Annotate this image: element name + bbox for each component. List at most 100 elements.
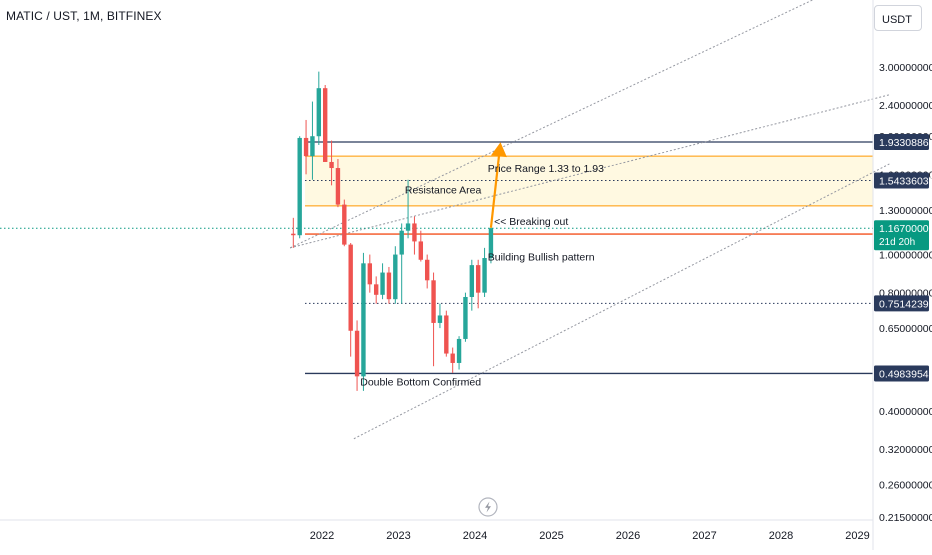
candle-body [335,168,341,205]
candle-body [456,338,462,363]
x-tick-label: 2029 [845,530,869,542]
candle-body [367,263,373,285]
target-arrow-shaft[interactable] [489,156,501,228]
candle-body [412,223,417,242]
candle-2023-12[interactable] [469,259,475,311]
candle-2021-12[interactable] [316,71,322,145]
level-price-label-4: 0.49839540 [874,365,932,382]
candle-2022-01[interactable] [322,84,328,162]
candle-2023-11[interactable] [463,292,468,342]
x-tick-label: 2023 [386,530,410,542]
candle-2024-03[interactable] [488,227,494,264]
candle-body [405,223,411,231]
channel-line-1[interactable] [290,94,890,249]
candle-2022-04[interactable] [342,199,347,247]
candle-body [303,137,309,157]
candle-body [482,258,487,293]
annotation-text[interactable]: Price Range 1.33 to 1.93 [488,163,604,175]
level-price-label-1-bg [874,172,929,189]
channel-line-0[interactable] [289,0,889,249]
y-tick-label: 3.00000000 [879,62,932,74]
candle-body [418,241,424,260]
candle-2022-06[interactable] [354,320,360,391]
candle-2021-11[interactable] [310,101,315,180]
candle-body [297,137,302,236]
candle-2023-07[interactable] [437,303,443,329]
annotation-text[interactable]: Resistance Area [405,184,482,196]
candle-2024-01[interactable] [475,259,481,309]
x-tick-label: 2028 [769,530,793,542]
candle-body [322,88,328,162]
candle-body [329,161,334,169]
lightning-icon[interactable] [478,497,498,517]
level-price-label-0: 1.93308864 [874,134,932,151]
candle-body [310,136,315,157]
level-price-label-3: 0.75142392 [874,295,932,312]
level-price-label-4-bg [874,365,929,382]
candle-body [437,315,443,323]
candle-body [348,244,353,331]
candle-2023-04[interactable] [418,230,424,262]
candle-body [424,259,430,281]
x-tick-label: 2025 [539,530,563,542]
candle-2021-08[interactable] [291,217,296,248]
y-tick-label: 1.30000000 [879,205,932,217]
annotation-text[interactable]: Building Bullish pattern [488,252,595,264]
currency-button[interactable]: USDT [874,5,922,31]
candle-body [450,353,455,363]
y-tick-label: 0.21500000 [879,512,932,524]
target-arrow-head[interactable] [490,142,507,158]
level-price-text: 0.75142392 [879,298,932,310]
candle-2022-09[interactable] [373,276,379,304]
candle-2023-10[interactable] [456,336,462,370]
candle-2022-10[interactable] [380,263,385,300]
x-tick-label: 2026 [616,530,640,542]
candle-2023-02[interactable] [405,179,411,239]
candle-body [488,228,494,259]
candle-body [444,315,449,354]
current-price-label: 1.16700000 21d 20h [874,220,932,251]
candle-2021-09[interactable] [297,136,302,239]
y-tick-label: 0.40000000 [879,406,932,418]
current-price-bg [874,220,929,251]
level-price-label-3-bg [874,295,929,312]
candle-body [316,88,322,137]
y-tick-label: 2.40000000 [879,100,932,112]
candle-2022-07[interactable] [361,252,366,391]
candle-body [354,330,360,377]
candle-2022-11[interactable] [386,266,392,304]
resistance-zone [305,156,873,206]
candle-body [463,296,468,339]
candle-body [399,230,404,255]
candle-body [291,233,296,236]
candle-2023-01[interactable] [399,223,404,304]
y-tick-label: 0.32000000 [879,444,932,456]
candle-body [342,204,347,245]
x-tick-label: 2024 [463,530,487,542]
candle-2021-10[interactable] [303,119,309,175]
current-price-text: 1.16700000 [879,223,932,235]
y-tick-label: 1.00000000 [879,250,932,262]
candle-2023-05[interactable] [424,254,430,289]
candle-2022-08[interactable] [367,254,373,293]
y-tick-label: 0.26000000 [879,480,932,492]
candle-2024-02[interactable] [482,247,487,297]
candle-2023-03[interactable] [412,216,417,255]
candle-body [380,272,385,295]
channel-line-2[interactable] [353,163,890,440]
candle-body [469,265,475,297]
y-tick-label: 0.65000000 [879,323,932,335]
candle-2023-09[interactable] [450,347,455,373]
candle-2023-08[interactable] [444,310,449,357]
candle-2022-05[interactable] [348,243,353,357]
candle-body [373,284,379,295]
candle-2022-12[interactable] [393,246,398,304]
candle-body [393,254,398,300]
annotation-text[interactable]: << Breaking out [494,216,568,228]
candle-2022-02[interactable] [329,140,334,186]
candle-2023-06[interactable] [431,272,436,367]
annotation-text[interactable]: Double Bottom Confirmed [360,376,481,388]
candle-2022-03[interactable] [335,159,341,208]
candle-body [475,265,481,293]
